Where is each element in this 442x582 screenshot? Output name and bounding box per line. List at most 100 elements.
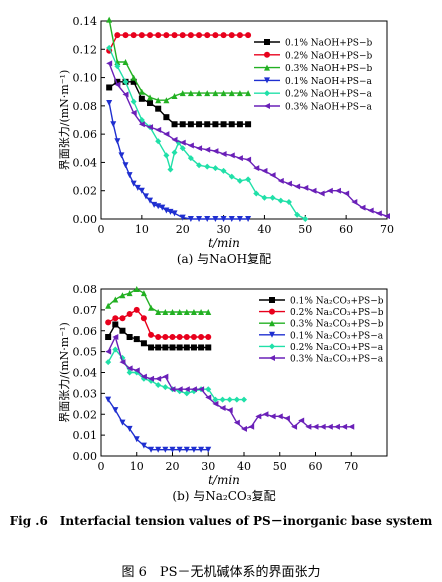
y-tick-label: 0.10: [73, 72, 98, 85]
y-axis-label: 界面张力/(mN·m⁻¹): [58, 322, 71, 423]
data-point: [269, 172, 276, 179]
data-point: [220, 150, 227, 157]
data-point: [187, 121, 194, 128]
data-point: [298, 417, 305, 424]
data-point: [198, 308, 205, 315]
data-point: [245, 121, 252, 128]
data-point: [163, 97, 170, 104]
data-point: [348, 423, 355, 430]
data-point: [110, 121, 117, 128]
data-point: [105, 359, 112, 366]
data-point: [220, 121, 227, 128]
data-point: [155, 344, 162, 351]
data-point: [133, 436, 140, 443]
legend-label: 0.2% NaOH+PS−b: [285, 51, 372, 61]
series-line: [108, 47, 306, 220]
data-point: [171, 210, 178, 217]
data-point: [341, 423, 348, 430]
data-point: [163, 114, 170, 121]
legend-label: 0.3% Na₂CO₃+PS−b: [290, 320, 384, 330]
data-point: [236, 216, 243, 222]
data-point: [126, 172, 133, 179]
data-point: [179, 139, 186, 146]
y-tick-label: 0.02: [73, 185, 98, 198]
x-tick-label: 10: [135, 223, 149, 236]
data-point: [122, 78, 129, 85]
data-point: [126, 365, 133, 372]
data-point: [198, 446, 205, 453]
data-point: [269, 413, 276, 420]
data-point: [228, 121, 235, 128]
data-point: [105, 396, 112, 403]
data-point: [147, 94, 154, 101]
y-tick-label: 0.04: [73, 156, 98, 169]
data-point: [291, 423, 298, 430]
y-tick-label: 0.05: [73, 346, 98, 359]
figure-caption-english: Fig .6 Interfacial tension values of PS－…: [9, 514, 433, 528]
legend-marker: [264, 51, 270, 58]
data-point: [196, 32, 203, 39]
data-point: [155, 97, 162, 104]
data-point: [384, 213, 390, 220]
data-point: [130, 78, 137, 85]
data-point: [269, 194, 276, 201]
data-point: [179, 121, 186, 128]
data-point: [205, 446, 212, 453]
data-point: [162, 446, 169, 453]
legend-marker: [269, 297, 275, 303]
legend-label: 0.1% Na₂CO₃+PS−a: [290, 331, 384, 341]
y-tick-label: 0.08: [73, 100, 98, 113]
data-point: [140, 315, 147, 322]
series-5: [106, 44, 309, 222]
data-point: [204, 90, 211, 97]
data-point: [155, 382, 162, 389]
x-tick-label: 20: [166, 460, 180, 473]
legend-label: 0.1% NaOH+PS−a: [285, 77, 372, 87]
data-point: [198, 334, 205, 341]
y-tick-label: 0.03: [73, 387, 98, 400]
data-point: [169, 308, 176, 315]
y-tick-label: 0.04: [73, 367, 98, 380]
x-axis-label: t/min: [208, 473, 240, 487]
data-point: [236, 177, 243, 184]
data-point: [196, 145, 203, 152]
data-point: [119, 292, 126, 299]
data-point: [167, 166, 174, 173]
data-point: [114, 138, 121, 145]
data-point: [212, 32, 219, 39]
x-tick-label: 70: [344, 460, 358, 473]
data-point: [140, 340, 147, 347]
data-point: [294, 211, 301, 218]
data-point: [105, 348, 112, 355]
data-point: [310, 187, 317, 194]
data-point: [179, 214, 186, 221]
data-point: [119, 359, 126, 366]
data-point: [241, 425, 247, 432]
series-line: [108, 19, 249, 101]
data-point: [226, 396, 233, 403]
series-line: [108, 102, 249, 220]
data-point: [171, 92, 178, 99]
data-point: [367, 207, 374, 214]
x-tick-label: 50: [273, 460, 287, 473]
y-tick-label: 0.14: [73, 15, 98, 28]
y-tick-label: 0.08: [73, 283, 98, 296]
data-point: [219, 396, 226, 403]
legend-label: 0.3% NaOH+PS−a: [285, 103, 372, 113]
y-axis-label: 界面张力/(mN·m⁻¹): [58, 70, 71, 171]
data-point: [171, 32, 178, 39]
y-tick-label: 0.06: [73, 128, 98, 141]
series-line: [107, 348, 244, 401]
data-point: [359, 204, 366, 211]
series-2: [105, 306, 212, 341]
data-point: [190, 344, 197, 351]
data-point: [212, 396, 219, 403]
data-point: [148, 446, 155, 453]
data-point: [228, 152, 235, 159]
data-point: [236, 155, 243, 162]
data-point: [163, 32, 170, 39]
y-tick-label: 0.02: [73, 408, 98, 421]
data-point: [253, 190, 260, 197]
data-point: [190, 308, 197, 315]
y-tick-label: 0.07: [73, 304, 98, 317]
